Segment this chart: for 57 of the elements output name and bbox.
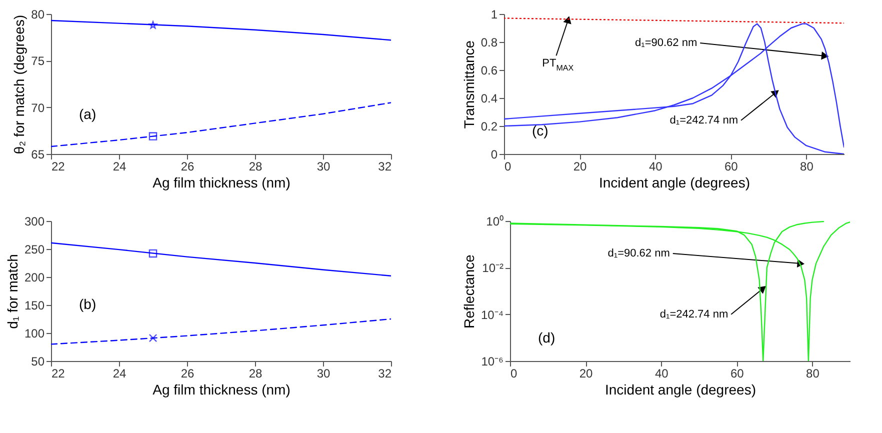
x-tick-label: 0 [510, 366, 518, 380]
annotation: d₁=90.62 nm [634, 37, 698, 49]
x-tick-label: 20 [579, 366, 594, 380]
y-axis-title: Reflectance [460, 254, 477, 328]
y-tick-label: 10⁰ [486, 214, 504, 228]
y-tick-label: 50 [31, 354, 45, 368]
y-axis-title: Transmittance [460, 40, 477, 129]
y-tick-label: 80 [31, 8, 45, 22]
x-axis-title: Incident angle (degrees) [599, 174, 750, 190]
y-tick-label: 0.2 [480, 120, 498, 134]
y-tick-label: 0.6 [480, 64, 498, 78]
x-tick-label: 30 [316, 366, 330, 380]
x-axis-title: Incident angle (degrees) [605, 382, 756, 398]
y-tick-label: 300 [24, 214, 45, 228]
y-tick-label: 0.4 [480, 92, 498, 106]
annotation: (d) [538, 330, 556, 346]
y-tick-label: 70 [31, 100, 45, 115]
x-tick-label: 26 [180, 366, 194, 380]
x-tick-label: 32 [378, 160, 392, 174]
y-tick-label: 65 [31, 148, 45, 162]
x-tick-label: 60 [724, 160, 738, 174]
y-tick-label: 0.8 [480, 36, 498, 50]
y-tick-label: 75 [31, 54, 45, 68]
y-tick-label: 10⁻⁴ [480, 308, 504, 322]
x-tick-label: 80 [800, 160, 814, 174]
y-tick-label: 250 [24, 242, 45, 256]
y-tick-label: 150 [24, 298, 45, 312]
x-tick-label: 32 [378, 366, 392, 380]
y-axis-title: θ₂ for match (degrees) [11, 14, 28, 154]
y-tick-label: 10⁻² [482, 261, 504, 276]
x-tick-label: 24 [112, 366, 126, 380]
x-tick-label: 22 [52, 366, 66, 380]
x-tick-label: 24 [112, 160, 126, 174]
x-tick-label: 26 [180, 160, 194, 174]
y-tick-label: 100 [24, 326, 45, 340]
y-tick-label: 10⁻⁶ [481, 354, 504, 368]
annotation: d₁=90.62 nm [608, 248, 670, 260]
x-tick-label: 28 [248, 366, 262, 380]
x-tick-label: 30 [316, 160, 330, 174]
x-axis-title: Ag film thickness (nm) [152, 174, 290, 190]
y-tick-label: 200 [24, 270, 45, 284]
x-tick-label: 22 [52, 160, 66, 174]
x-tick-label: 20 [573, 160, 588, 174]
x-tick-label: 40 [654, 366, 669, 380]
annotation: d₁=242.74 nm [670, 114, 738, 126]
y-tick-label: 0 [490, 148, 498, 162]
x-tick-label: 60 [730, 366, 744, 380]
annotation: (c) [532, 122, 548, 139]
annotation: (b) [79, 296, 96, 312]
y-axis-title: d₁ for match [4, 254, 20, 329]
x-tick-label: 80 [806, 366, 820, 380]
x-tick-label: 28 [248, 160, 262, 174]
annotation: (a) [79, 106, 96, 122]
annotation: d₁=242.74 nm [660, 308, 728, 320]
x-axis-title: Ag film thickness (nm) [152, 382, 290, 398]
y-tick-label: 1 [490, 8, 498, 22]
x-tick-label: 40 [648, 160, 663, 174]
